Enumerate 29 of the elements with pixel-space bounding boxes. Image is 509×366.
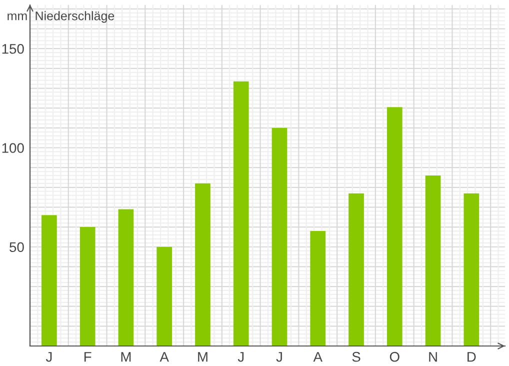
x-tick-label: J bbox=[276, 352, 282, 362]
bar bbox=[310, 231, 326, 346]
x-tick-label: J bbox=[238, 352, 244, 362]
bar bbox=[118, 209, 134, 346]
x-tick-label: O bbox=[390, 352, 400, 362]
x-tick-label: J bbox=[46, 352, 52, 362]
y-axis-title: mm bbox=[8, 13, 27, 20]
x-tick-label: S bbox=[352, 352, 360, 362]
bar bbox=[464, 193, 480, 346]
bar bbox=[386, 107, 402, 346]
chart-title: Niederschläge bbox=[36, 11, 114, 23]
x-tick-label: N bbox=[429, 352, 437, 362]
bar bbox=[425, 176, 441, 346]
y-tick-label: 100 bbox=[2, 143, 24, 153]
x-tick-label: D bbox=[468, 352, 476, 362]
bar bbox=[233, 81, 249, 346]
y-tick-label: 50 bbox=[10, 242, 24, 252]
x-tick-label: A bbox=[313, 352, 322, 362]
bar bbox=[80, 227, 96, 346]
y-tick-label: 150 bbox=[2, 44, 24, 54]
bar bbox=[156, 246, 172, 346]
bar bbox=[42, 215, 57, 346]
x-tick-label: F bbox=[84, 352, 92, 362]
bar bbox=[272, 128, 288, 346]
bar bbox=[348, 193, 364, 346]
x-tick-label: M bbox=[198, 352, 208, 362]
x-tick-label: A bbox=[160, 352, 169, 362]
bar bbox=[195, 183, 210, 346]
x-tick-label: M bbox=[121, 352, 131, 362]
